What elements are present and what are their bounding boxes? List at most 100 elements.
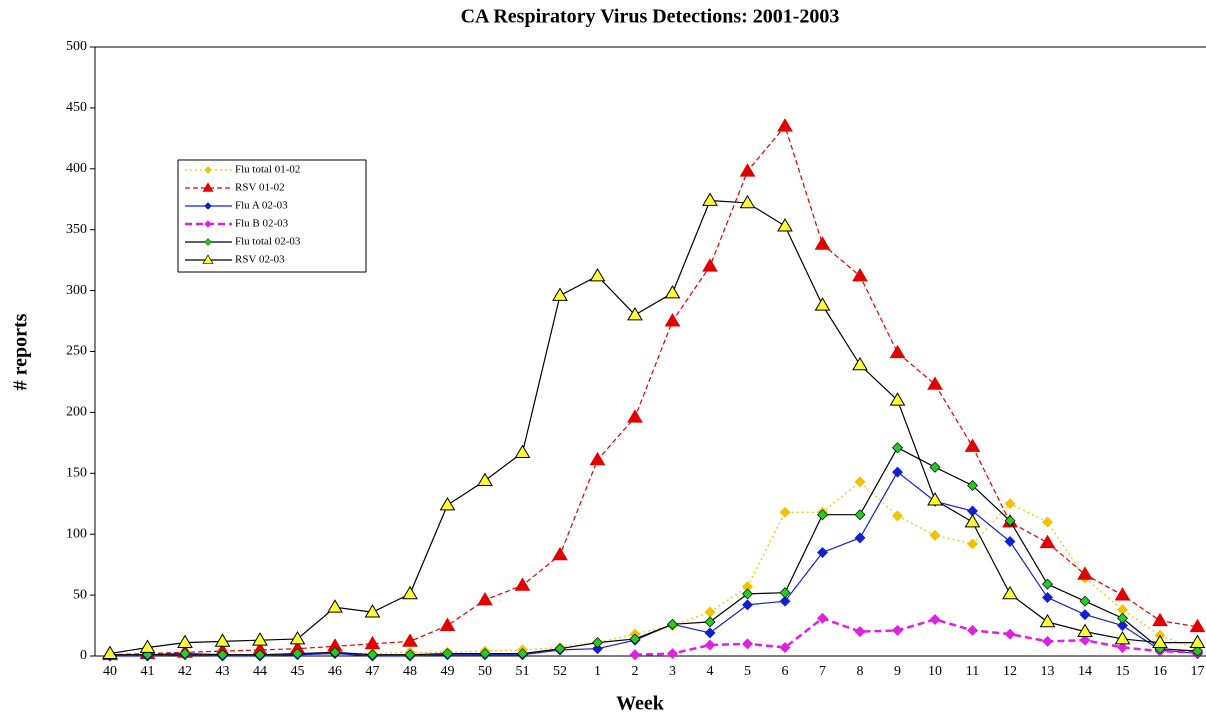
x-tick-label: 16	[1153, 664, 1167, 679]
x-tick-label: 5	[744, 664, 751, 679]
data-point	[102, 645, 118, 659]
data-point	[967, 624, 978, 636]
data-point	[1004, 536, 1016, 548]
data-point	[1152, 634, 1168, 649]
x-tick-label: 42	[178, 664, 192, 679]
data-point	[254, 649, 266, 661]
legend-marker	[202, 182, 214, 192]
x-tick-label: 46	[328, 664, 342, 679]
y-tick-label: 450	[66, 100, 87, 115]
data-point	[739, 163, 756, 177]
series-line	[110, 446, 1198, 656]
data-point	[892, 624, 903, 636]
x-tick-label: 41	[141, 664, 155, 679]
data-point	[854, 532, 866, 544]
data-point	[627, 409, 643, 423]
legend-marker	[204, 220, 212, 228]
data-point	[1079, 609, 1091, 621]
data-point	[589, 267, 606, 282]
data-point	[817, 546, 828, 558]
data-point	[1189, 618, 1206, 633]
x-tick-label: 4	[707, 664, 714, 679]
data-point	[1114, 630, 1131, 645]
data-point	[742, 588, 753, 600]
data-point	[892, 466, 903, 478]
data-point	[554, 643, 566, 655]
legend-label: RSV 01-02	[235, 182, 285, 194]
legend-label: Flu B 02-03	[235, 218, 289, 230]
data-point	[779, 587, 791, 599]
data-point	[514, 444, 531, 458]
x-tick-label: 10	[928, 664, 942, 679]
data-point	[329, 646, 341, 658]
data-point	[1117, 612, 1128, 624]
data-point	[852, 267, 868, 282]
x-tick-label: 52	[553, 664, 567, 679]
data-point	[477, 591, 493, 606]
y-tick-label: 150	[66, 466, 87, 481]
data-point	[1004, 498, 1016, 510]
y-tick-label: 250	[66, 344, 87, 359]
series-line	[110, 481, 1198, 656]
data-point	[552, 287, 568, 301]
x-tick-label: 51	[516, 664, 530, 679]
x-tick-label: 50	[478, 664, 492, 679]
data-point	[404, 649, 416, 661]
x-tick-label: 3	[669, 664, 676, 679]
data-point	[402, 585, 418, 600]
data-point	[779, 506, 791, 518]
legend-marker	[204, 202, 212, 210]
data-point	[1077, 566, 1093, 580]
y-tick-label: 50	[73, 587, 87, 602]
data-point	[367, 649, 378, 661]
data-point	[889, 344, 906, 359]
data-point	[292, 648, 303, 660]
data-point	[217, 649, 228, 661]
data-point	[777, 218, 793, 232]
data-point	[667, 618, 678, 630]
data-point	[517, 648, 528, 660]
data-point	[1042, 592, 1053, 604]
y-tick-label: 0	[80, 648, 87, 663]
data-point	[1117, 620, 1128, 632]
data-point	[1114, 587, 1131, 601]
data-point	[929, 529, 941, 541]
data-point	[854, 626, 866, 638]
y-tick-label: 350	[66, 222, 87, 237]
data-point	[814, 297, 831, 311]
x-tick-label: 9	[894, 664, 901, 679]
data-point	[477, 472, 493, 487]
data-point	[439, 617, 456, 631]
data-point	[252, 632, 268, 646]
data-point	[1039, 534, 1056, 549]
data-point	[179, 648, 191, 660]
data-point	[742, 638, 753, 650]
series-line	[634, 616, 1198, 657]
data-point	[439, 496, 456, 511]
x-tick-label: 49	[441, 664, 455, 679]
x-tick-label: 15	[1116, 664, 1130, 679]
data-point	[1079, 595, 1091, 607]
legend-label: Flu total 02-03	[235, 236, 301, 248]
x-tick-label: 47	[366, 664, 380, 679]
data-point	[1004, 515, 1016, 527]
data-point	[589, 451, 606, 466]
data-point	[1039, 613, 1056, 628]
data-point	[702, 258, 718, 272]
data-point	[1042, 578, 1053, 590]
data-point	[1004, 628, 1016, 640]
x-tick-label: 48	[403, 664, 417, 679]
data-point	[667, 648, 678, 660]
x-tick-label: 12	[1003, 664, 1017, 679]
data-point	[852, 356, 868, 371]
data-point	[1042, 635, 1053, 647]
x-tick-label: 13	[1041, 664, 1055, 679]
data-point	[889, 392, 906, 406]
data-point	[514, 577, 531, 591]
data-point	[739, 194, 756, 209]
data-point	[664, 313, 681, 327]
x-tick-label: 14	[1078, 664, 1092, 679]
data-point	[629, 633, 641, 645]
legend-label: Flu A 02-03	[235, 200, 288, 212]
